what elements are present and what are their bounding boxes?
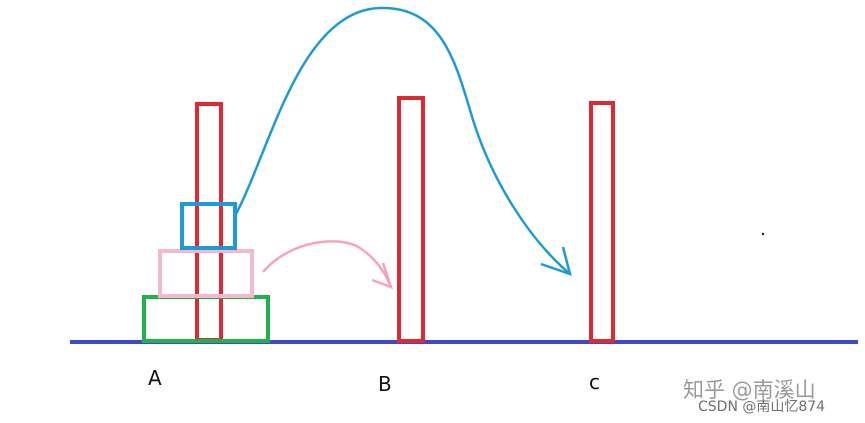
peg-label: B [378, 372, 392, 396]
move-arrow-pink [262, 240, 393, 288]
arrow-head-blue [540, 246, 572, 276]
peg-b [397, 96, 425, 343]
watermark: CSDN @南山忆874 [698, 399, 825, 415]
move-arrow-blue [234, 6, 571, 275]
dot [761, 232, 765, 236]
peg-label: c [589, 370, 600, 394]
peg-label: A [148, 366, 162, 390]
disk-medium [158, 249, 254, 298]
peg-c [589, 101, 615, 343]
arrow-head-pink [371, 262, 394, 290]
watermark: 知乎 @南溪山 [683, 378, 816, 402]
disk-small [180, 202, 237, 250]
